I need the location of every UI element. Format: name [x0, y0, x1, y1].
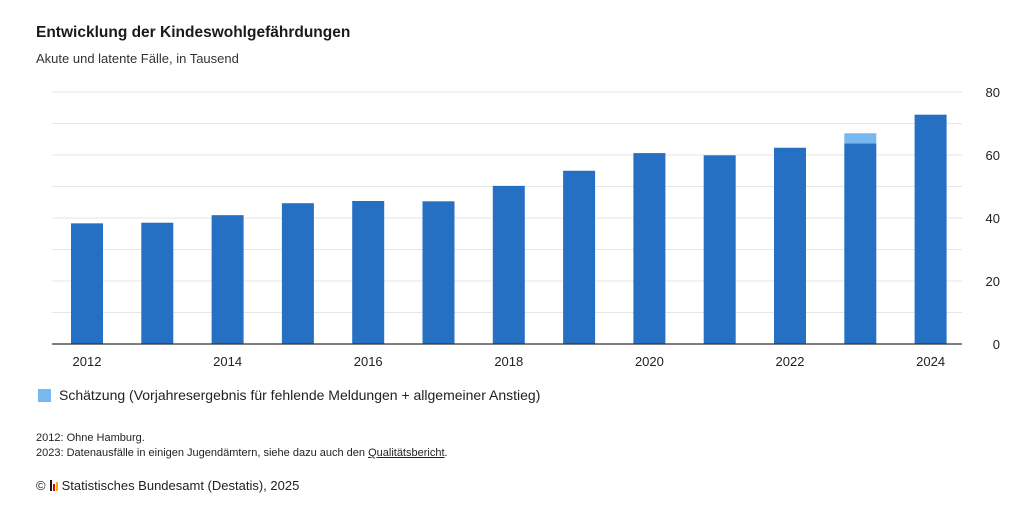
- x-tick-label: 2022: [776, 354, 805, 369]
- chart-title: Entwicklung der Kindeswohlgefährdungen: [36, 24, 351, 41]
- bar-2021: [703, 155, 736, 344]
- bar-chart: 0 20 40 60 80 2012 2014 2016 2018 2020 2022 2024: [52, 85, 1000, 369]
- x-tick-label: 2012: [73, 354, 102, 369]
- source-credit: © Statistisches Bundesamt (Destatis), 20…: [36, 478, 299, 493]
- destatis-logo-icon: [49, 480, 58, 491]
- footnote-2023: 2023: Datenausfälle in einigen Jugendämt…: [36, 446, 448, 461]
- copyright-symbol: ©: [36, 478, 46, 493]
- bar-estimate-2023: [844, 133, 877, 144]
- bars: [71, 114, 947, 345]
- bar-2018: [492, 185, 525, 344]
- quality-report-link[interactable]: Qualitätsbericht: [368, 447, 445, 459]
- legend-label-estimate: Schätzung (Vorjahresergebnis für fehlend…: [59, 387, 541, 403]
- bar-2020: [633, 153, 666, 344]
- axes: 0 20 40 60 80 2012 2014 2016 2018 2020 2022 2024: [52, 85, 1000, 369]
- bar-2012: [71, 223, 103, 344]
- y-tick-label: 20: [986, 274, 1000, 289]
- bar-2019: [563, 170, 596, 344]
- bar-2017: [422, 201, 455, 344]
- y-tick-label: 60: [986, 148, 1000, 163]
- bar-2014: [211, 215, 244, 344]
- legend-swatch-estimate: [38, 388, 51, 402]
- footnote-2023-text: 2023: Datenausfälle in einigen Jugendämt…: [36, 447, 369, 459]
- x-tick-label: 2014: [213, 354, 242, 369]
- x-tick-label: 2024: [916, 354, 945, 369]
- bar-2016: [352, 200, 385, 344]
- bar-2024: [914, 114, 947, 345]
- y-tick-label: 40: [986, 211, 1000, 226]
- footnote-2012: 2012: Ohne Hamburg.: [36, 432, 145, 444]
- x-tick-label: 2018: [494, 354, 523, 369]
- legend[interactable]: Schätzung (Vorjahresergebnis für fehlend…: [38, 387, 540, 403]
- x-tick-label: 2016: [354, 354, 383, 369]
- chart-subtitle: Akute und latente Fälle, in Tausend: [36, 51, 239, 66]
- grid-lines: [52, 91, 962, 313]
- y-tick-label: 0: [993, 337, 1000, 352]
- bar-2022: [774, 147, 806, 344]
- bar-2023: [844, 143, 877, 344]
- bar-2013: [141, 222, 174, 344]
- bar-2015: [281, 203, 314, 344]
- x-tick-label: 2020: [635, 354, 664, 369]
- y-tick-label: 80: [986, 85, 1000, 100]
- source-text: Statistisches Bundesamt (Destatis), 2025: [61, 478, 300, 493]
- footnotes: 2012: Ohne Hamburg. 2023: Datenausfälle …: [36, 431, 448, 461]
- footnote-2023-suffix: .: [444, 447, 448, 459]
